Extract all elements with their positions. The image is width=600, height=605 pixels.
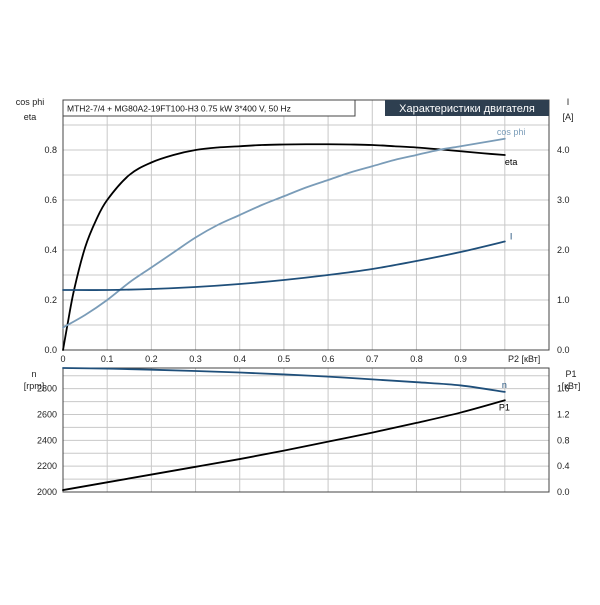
lower-right-tick-label: 0.4 bbox=[557, 461, 570, 471]
lower-left-tick-label: 2400 bbox=[37, 435, 57, 445]
lower-right-tick-label: 1.2 bbox=[557, 410, 570, 420]
upper-curve-label-i: I bbox=[510, 232, 513, 242]
x-tick-label: 0.2 bbox=[145, 354, 158, 364]
lower-curve-p1 bbox=[62, 399, 506, 491]
lower-left-tick-label: 2000 bbox=[37, 487, 57, 497]
lower-right-axis-label-1: P1 bbox=[565, 369, 576, 379]
upper-grid bbox=[62, 100, 549, 350]
upper-left-axis-label-2: eta bbox=[24, 112, 37, 122]
x-tick-label: 0.4 bbox=[233, 354, 246, 364]
title-box bbox=[385, 100, 549, 116]
chart-title: Характеристики двигателя bbox=[399, 103, 535, 115]
product-label-box bbox=[62, 99, 356, 117]
upper-left-axis-label-1: cos phi bbox=[16, 97, 45, 107]
lower-right-tick-label: 1.6 bbox=[557, 384, 570, 394]
lower-curve-n bbox=[62, 367, 506, 393]
upper-curve-eta bbox=[62, 143, 506, 351]
x-axis-label: P2 [кВт] bbox=[508, 354, 540, 364]
upper-curve-label-eta: eta bbox=[505, 157, 518, 167]
ticks-layer: 0 0.1 0.2 0.3 0.4 0.5 0.6 0.7 0.8 0.9 0.0 0.2 0.4 0.6… bbox=[37, 145, 570, 497]
lower-left-tick-label: 2200 bbox=[37, 461, 57, 471]
x-tick-label: 0.6 bbox=[322, 354, 335, 364]
product-label: MTH2-7/4 + MG80A2-19FT100-H3 0.75 kW 3*4… bbox=[67, 104, 291, 114]
upper-curve-cos-phi bbox=[62, 137, 506, 329]
upper-right-tick-label: 1.0 bbox=[557, 295, 570, 305]
upper-right-tick-label: 4.0 bbox=[557, 145, 570, 155]
lower-left-tick-label: 2800 bbox=[37, 384, 57, 394]
x-tick-label: 0.9 bbox=[454, 354, 467, 364]
lower-left-tick-label: 2600 bbox=[37, 410, 57, 420]
upper-curve-i bbox=[62, 240, 506, 291]
upper-right-tick-label: 0.0 bbox=[557, 345, 570, 355]
upper-right-axis-label-2: [A] bbox=[562, 112, 573, 122]
upper-right-axis-label-1: I bbox=[567, 97, 570, 107]
labels-layer: eta cos phi In P1 bbox=[497, 127, 526, 413]
upper-left-tick-label: 0.2 bbox=[44, 295, 57, 305]
lower-plot-frame bbox=[62, 367, 550, 493]
lower-curve-label-p1: P1 bbox=[499, 402, 510, 412]
upper-right-tick-label: 2.0 bbox=[557, 245, 570, 255]
upper-curve-label-cos-phi: cos phi bbox=[497, 127, 526, 137]
x-tick-label: 0.1 bbox=[101, 354, 114, 364]
upper-left-tick-label: 0.4 bbox=[44, 245, 57, 255]
lower-right-tick-label: 0.0 bbox=[557, 487, 570, 497]
lower-left-axis-label-2: [rpm] bbox=[24, 381, 45, 391]
curves-layer bbox=[62, 137, 506, 491]
lower-grid bbox=[62, 368, 549, 492]
upper-left-tick-label: 0.8 bbox=[44, 145, 57, 155]
x-tick-label: 0.7 bbox=[366, 354, 379, 364]
lower-curve-label-n: n bbox=[502, 380, 507, 390]
x-tick-label: 0.3 bbox=[189, 354, 202, 364]
lower-right-axis-label-2: [кВт] bbox=[562, 381, 581, 391]
upper-left-tick-label: 0.6 bbox=[44, 195, 57, 205]
upper-right-tick-label: 3.0 bbox=[557, 195, 570, 205]
upper-left-tick-label: 0.0 bbox=[44, 345, 57, 355]
lower-right-tick-label: 0.8 bbox=[557, 435, 570, 445]
lower-left-axis-label-1: n bbox=[31, 369, 36, 379]
x-tick-label: 0.5 bbox=[278, 354, 291, 364]
x-tick-label: 0.8 bbox=[410, 354, 423, 364]
x-tick-label: 0 bbox=[60, 354, 65, 364]
